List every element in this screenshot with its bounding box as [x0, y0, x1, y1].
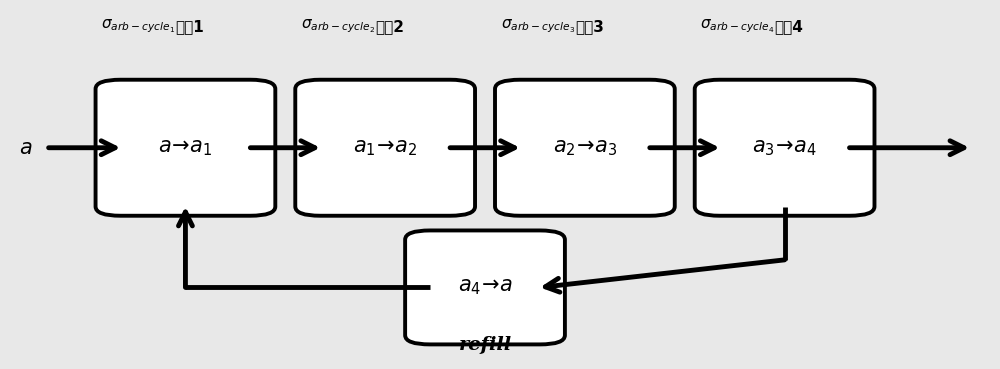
- FancyBboxPatch shape: [96, 80, 275, 216]
- Text: 审戧1: 审戧1: [175, 19, 204, 34]
- Text: $\sigma_{arb-cycle_2}$: $\sigma_{arb-cycle_2}$: [301, 18, 375, 35]
- Text: 审戧3: 审戧3: [575, 19, 604, 34]
- Text: $a_4\!\rightarrow\!a$: $a_4\!\rightarrow\!a$: [458, 277, 512, 297]
- Text: $\sigma_{arb-cycle_3}$: $\sigma_{arb-cycle_3}$: [501, 18, 575, 35]
- Text: $\sigma_{arb-cycle_4}$: $\sigma_{arb-cycle_4}$: [700, 18, 775, 35]
- FancyBboxPatch shape: [405, 231, 565, 344]
- Text: refill: refill: [458, 335, 512, 354]
- Text: 审戧4: 审戧4: [775, 19, 803, 34]
- Text: 审戧2: 审戧2: [375, 19, 404, 34]
- FancyBboxPatch shape: [695, 80, 874, 216]
- Text: $a\!\rightarrow\!a_1$: $a\!\rightarrow\!a_1$: [158, 138, 213, 158]
- Text: $a$: $a$: [19, 138, 32, 158]
- Text: $a_3\!\rightarrow\!a_4$: $a_3\!\rightarrow\!a_4$: [752, 138, 817, 158]
- Text: $a_2\!\rightarrow\!a_3$: $a_2\!\rightarrow\!a_3$: [553, 138, 617, 158]
- Text: $a_1\!\rightarrow\!a_2$: $a_1\!\rightarrow\!a_2$: [353, 138, 417, 158]
- FancyBboxPatch shape: [295, 80, 475, 216]
- Text: $\sigma_{arb-cycle_1}$: $\sigma_{arb-cycle_1}$: [101, 18, 175, 35]
- FancyBboxPatch shape: [495, 80, 675, 216]
